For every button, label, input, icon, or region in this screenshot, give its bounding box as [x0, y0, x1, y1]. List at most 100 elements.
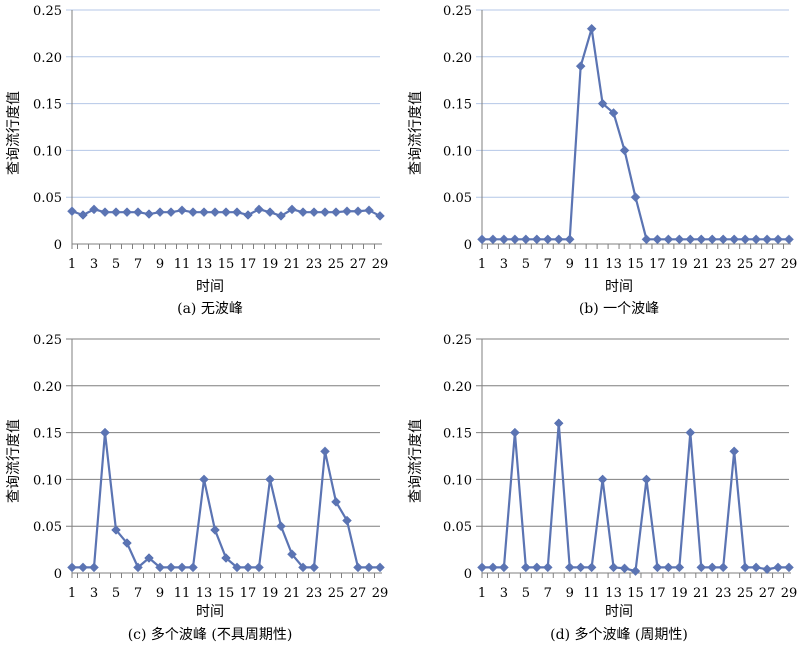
data-point-d — [488, 562, 498, 573]
data-point-a — [331, 207, 341, 218]
x-axis-label-a: 时间 — [196, 279, 224, 295]
data-point-c — [221, 553, 231, 563]
x-tick-label-a: 17 — [240, 257, 257, 272]
x-tick-label-a: 7 — [134, 257, 142, 272]
x-tick-label-a: 11 — [174, 257, 191, 272]
chart-plot-b: 00.050.100.150.200.251 3 5 7 9 11 13 15 17 19 21 23… — [443, 4, 797, 272]
x-tick-label-a: 19 — [262, 257, 279, 272]
x-tick-label-a: 9 — [156, 257, 164, 272]
chart-panel-d: 0 0.05 0.10 0.15 0.20 0.25 1 3 5 7 9 11 13 15 17 19 21 23… — [400, 323, 800, 646]
y-tick-label-d: 0.25 — [443, 333, 472, 348]
x-tick-label-b: 17 — [649, 257, 666, 272]
data-point-c — [122, 538, 132, 548]
data-point-d — [696, 562, 707, 573]
data-point-d — [762, 564, 772, 575]
x-tick-label-a: 5 — [112, 257, 120, 272]
data-point-b — [542, 234, 553, 245]
data-point-c — [342, 515, 352, 526]
data-point-b — [685, 234, 696, 245]
x-tick-label-c: 11 — [174, 586, 191, 601]
data-point-d — [521, 562, 531, 573]
series-line-d — [482, 422, 789, 573]
y-tick-label-c: 0.10 — [33, 473, 62, 488]
data-point-a — [221, 207, 231, 218]
data-point-b — [751, 234, 761, 245]
x-tick-label-d: 3 — [500, 586, 508, 601]
x-tick-label-c: 17 — [240, 586, 257, 601]
data-point-b — [729, 234, 740, 245]
series-line-b — [482, 27, 789, 241]
x-tick-label-c: 19 — [262, 586, 279, 601]
x-tick-label-c: 23 — [306, 586, 323, 601]
chart-caption-a: (a) 无波峰 — [177, 301, 243, 317]
data-point-d — [477, 562, 487, 573]
data-point-c — [144, 553, 154, 563]
data-point-b — [762, 234, 772, 245]
data-point-d — [499, 562, 509, 573]
data-point-a — [232, 207, 242, 218]
x-tick-label-c: 15 — [218, 586, 235, 601]
y-tick-label-c: 0.05 — [33, 520, 62, 535]
x-tick-label-d: 29 — [781, 586, 798, 601]
y-tick-label-d: 0.15 — [443, 427, 472, 442]
data-point-d — [597, 474, 608, 485]
data-point-d — [641, 474, 652, 485]
data-point-d — [751, 562, 761, 573]
data-point-a — [78, 210, 88, 220]
data-point-b — [773, 234, 783, 245]
data-point-d — [542, 562, 553, 573]
x-tick-label-b: 9 — [566, 257, 574, 272]
data-point-b — [619, 145, 630, 156]
data-point-a — [364, 205, 374, 216]
x-tick-label-a: 29 — [372, 257, 389, 272]
y-axis-label-d: 查询流行度值 — [408, 419, 424, 503]
data-point-b — [652, 234, 663, 245]
data-point-b — [531, 234, 542, 245]
x-tick-label-d: 25 — [737, 586, 754, 601]
y-tick-label-b: 0.05 — [443, 191, 472, 206]
x-tick-label-b: 27 — [759, 257, 776, 272]
x-tick-label-b: 23 — [715, 257, 732, 272]
y-axis-label-a: 查询流行度值 — [6, 91, 22, 175]
data-point-d — [553, 418, 564, 429]
y-tick-label-a: 0.15 — [33, 98, 62, 113]
x-tick-label-b: 13 — [605, 257, 622, 272]
data-point-d — [784, 562, 794, 573]
data-point-c — [309, 562, 319, 573]
chart-caption-b: (b) 一个波峰 — [578, 301, 660, 317]
data-point-b — [597, 98, 608, 109]
data-point-a — [144, 209, 154, 219]
data-point-d — [718, 562, 729, 573]
x-tick-label-a: 21 — [284, 257, 301, 272]
data-point-a — [298, 207, 308, 218]
data-point-d — [575, 562, 586, 573]
data-point-b — [586, 23, 597, 34]
data-point-a — [67, 206, 77, 217]
x-tick-label-a: 27 — [350, 257, 367, 272]
data-point-c — [287, 549, 297, 560]
data-point-b — [740, 234, 750, 245]
y-tick-label-b: 0.10 — [443, 144, 472, 159]
y-tick-label-b: 0.25 — [443, 4, 472, 19]
data-point-c — [353, 562, 363, 573]
x-tick-label-b: 25 — [737, 257, 754, 272]
data-point-a — [89, 204, 99, 215]
data-point-c — [111, 525, 121, 535]
y-tick-label-b: 0.20 — [443, 51, 472, 66]
x-tick-label-d: 11 — [583, 586, 600, 601]
data-point-b — [608, 108, 619, 118]
data-point-a — [111, 207, 121, 218]
data-point-d — [674, 562, 685, 573]
data-point-c — [210, 525, 220, 535]
data-point-b — [674, 234, 685, 245]
x-tick-label-d: 21 — [693, 586, 710, 601]
y-tick-label-d: 0.05 — [443, 520, 472, 535]
y-tick-label-d: 0 — [464, 567, 472, 582]
data-point-c — [100, 427, 110, 438]
y-axis-label-b: 查询流行度值 — [408, 91, 424, 175]
data-point-a — [199, 207, 209, 218]
y-tick-label-b: 0 — [464, 238, 472, 253]
data-point-c — [298, 562, 308, 573]
data-point-a — [309, 207, 319, 218]
chart-panel-c: 0 0.05 0.10 0.15 0.20 0.25 1 3 5 7 9 11 13 15 17 19 21 23… — [0, 323, 400, 646]
